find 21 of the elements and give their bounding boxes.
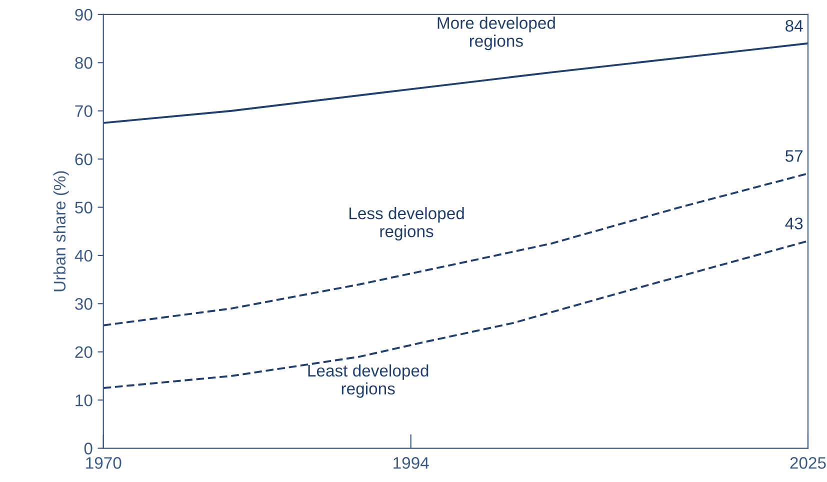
y-tick-label: 70 bbox=[75, 105, 92, 118]
y-tick-label: 50 bbox=[75, 202, 92, 214]
series-label: More developed regions bbox=[438, 16, 555, 50]
y-tick-label: 20 bbox=[75, 346, 92, 358]
x-tick-label: 1970 bbox=[86, 457, 122, 469]
x-tick-label: 1994 bbox=[394, 457, 429, 469]
y-tick-label: 90 bbox=[75, 8, 92, 21]
y-tick-label: 40 bbox=[74, 250, 92, 262]
data-label: 57 bbox=[785, 150, 803, 162]
y-tick-label: 60 bbox=[75, 153, 92, 166]
x-tick-label: 2025 bbox=[790, 457, 826, 469]
data-label: 84 bbox=[786, 20, 803, 32]
line-series bbox=[103, 172, 808, 326]
y-tick-label: 0 bbox=[84, 442, 92, 454]
y-axis-title: Urban share (%) bbox=[53, 171, 69, 292]
y-tick-label: 80 bbox=[75, 57, 92, 69]
y-tick-label: 10 bbox=[76, 394, 92, 406]
series-label: Less developed regions bbox=[350, 207, 464, 241]
series-label: Least developed regions bbox=[308, 364, 428, 398]
y-tick-label: 30 bbox=[75, 298, 92, 310]
data-label: 43 bbox=[785, 218, 803, 230]
